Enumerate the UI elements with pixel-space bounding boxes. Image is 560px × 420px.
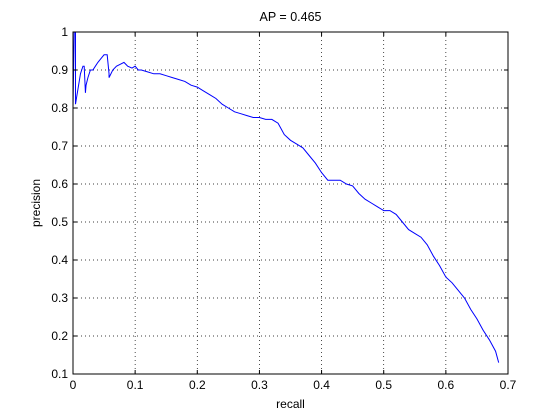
series-layer (72, 31, 500, 363)
x-tick-label: 0 (70, 378, 77, 392)
y-tick-labels: 0.1 0.2 0.3 0.4 0.5 0.6 0.7 0.8 0.9 1 (51, 25, 68, 381)
x-tick-label: 0.7 (500, 378, 517, 392)
y-tick-label: 0.3 (51, 291, 68, 305)
y-axis-label: precision (29, 179, 43, 227)
x-tick-label: 0.5 (375, 378, 392, 392)
y-tick-label: 1 (61, 25, 68, 39)
axis-ticks (72, 31, 509, 375)
y-tick-label: 0.7 (51, 139, 68, 153)
y-tick-label: 0.9 (51, 63, 68, 77)
plot-area (73, 32, 508, 374)
grid-lines (73, 32, 508, 374)
x-tick-label: 0.6 (438, 378, 455, 392)
x-tick-label: 0.3 (251, 378, 268, 392)
x-tick-labels: 0 0.1 0.2 0.3 0.4 0.5 0.6 0.7 (70, 378, 517, 392)
y-tick-label: 0.4 (51, 253, 68, 267)
x-tick-label: 0.2 (189, 378, 206, 392)
chart-title: AP = 0.465 (260, 10, 322, 24)
y-tick-label: 0.2 (51, 329, 68, 343)
x-tick-label: 0.1 (127, 378, 144, 392)
y-tick-label: 0.6 (51, 177, 68, 191)
y-tick-label: 0.1 (51, 367, 68, 381)
x-tick-label: 0.4 (313, 378, 330, 392)
y-tick-label: 0.5 (51, 215, 68, 229)
x-axis-label: recall (276, 397, 305, 411)
y-tick-label: 0.8 (51, 101, 68, 115)
plot-frame (72, 31, 509, 375)
precision-recall-series-line (72, 31, 500, 363)
